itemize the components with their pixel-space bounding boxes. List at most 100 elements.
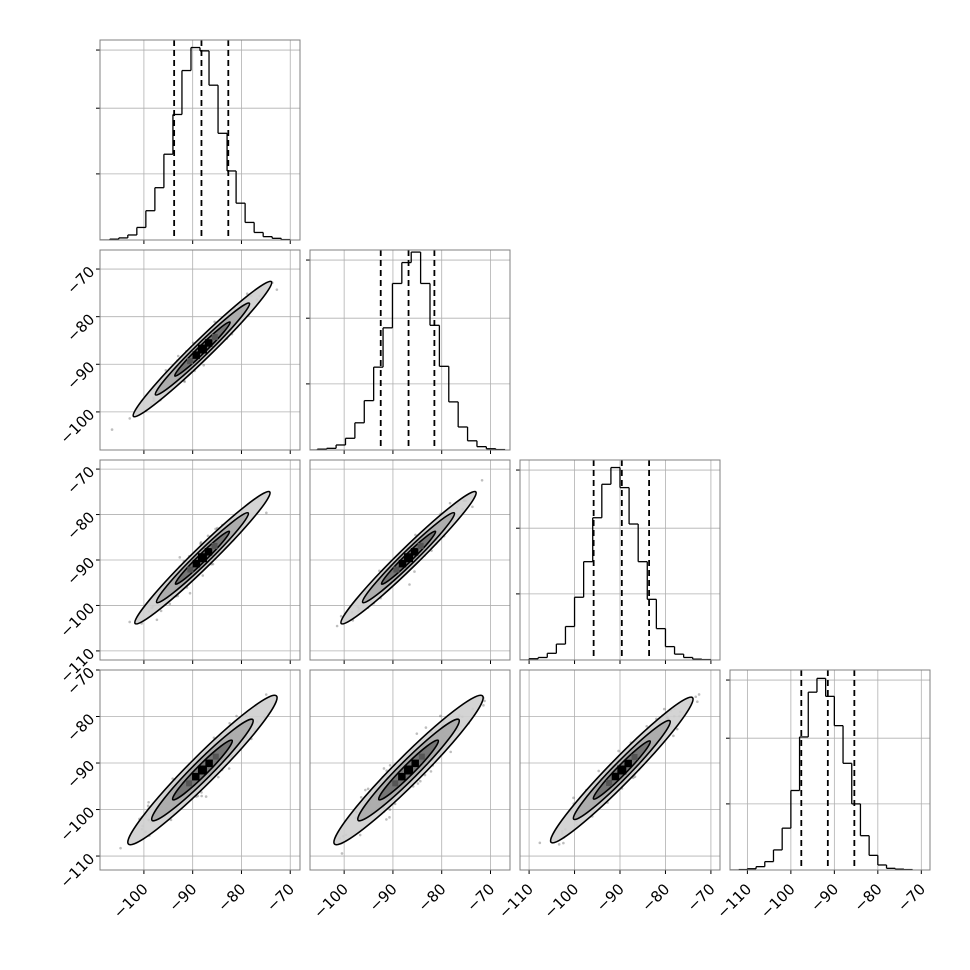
pair-panel-1-0 <box>96 249 301 454</box>
scatter-point <box>366 787 370 791</box>
density-peak <box>205 759 213 768</box>
y-tick-label: −80 <box>63 508 98 543</box>
scatter-point <box>424 726 428 729</box>
density-peak <box>192 772 200 781</box>
scatter-point <box>358 833 362 837</box>
density-peak <box>398 559 407 568</box>
x-tick-label: −90 <box>807 880 842 915</box>
scatter-point <box>597 769 600 773</box>
density-peak <box>186 780 193 787</box>
scatter-point <box>471 505 474 509</box>
hist-bars-2 <box>520 466 712 660</box>
axes-frame <box>519 669 721 871</box>
scatter-point <box>339 614 343 618</box>
hist-panel-0 <box>96 39 301 244</box>
scatter-point <box>128 417 132 420</box>
density-peak <box>631 753 638 760</box>
scatter-point <box>188 591 192 595</box>
scatter-point <box>228 721 231 725</box>
axes-frame <box>519 459 721 661</box>
density-peak <box>204 548 213 556</box>
density-peak <box>404 553 414 563</box>
scatter-point <box>364 788 367 792</box>
scatter-point <box>214 527 217 531</box>
scatter-point <box>183 380 186 384</box>
scatter-point <box>662 707 666 711</box>
density-peak <box>392 780 399 787</box>
hist-panel-1 <box>306 249 511 454</box>
scatter-point <box>235 714 238 718</box>
scatter-point <box>146 804 150 808</box>
density-peak <box>204 339 213 347</box>
x-tick-label: −90 <box>366 880 401 915</box>
density-peak <box>197 344 207 354</box>
axes-frame <box>99 669 301 871</box>
density-peak <box>611 772 620 781</box>
y-tick-label: −80 <box>63 310 98 345</box>
density-peak <box>187 566 194 573</box>
scatter-point <box>202 363 206 367</box>
scatter-point <box>213 320 216 324</box>
x-tick-label: −70 <box>894 880 929 915</box>
hist-bars-0 <box>100 46 291 240</box>
scatter-point <box>413 570 416 573</box>
scatter-point <box>340 852 344 855</box>
scatter-point <box>429 770 433 773</box>
density-peak <box>411 759 419 768</box>
scatter-point <box>408 583 411 586</box>
x-tick-label: −100 <box>541 880 583 922</box>
pair-panel-3-1 <box>309 669 511 874</box>
y-tick-label: −70 <box>63 463 98 498</box>
density-peak <box>211 333 218 340</box>
scatter-point <box>171 777 174 780</box>
scatter-point <box>359 795 363 799</box>
pair-panel-3-2 <box>519 669 721 874</box>
axes-frame <box>309 669 511 871</box>
scatter-group <box>128 490 271 625</box>
density-peak <box>197 765 207 775</box>
scatter-point <box>159 609 163 613</box>
scatter-point <box>557 843 561 846</box>
density-peak <box>197 553 207 563</box>
scatter-point <box>388 763 392 767</box>
scatter-point <box>245 292 249 296</box>
scatter-point <box>439 714 442 718</box>
scatter-point <box>110 428 114 431</box>
axes-frame <box>309 249 511 451</box>
scatter-point <box>211 562 215 566</box>
scatter-point <box>562 841 565 845</box>
scatter-point <box>672 734 675 738</box>
density-peak <box>212 753 219 760</box>
y-tick-label: −90 <box>63 358 98 393</box>
density-peak <box>617 765 627 775</box>
density-peak <box>624 759 632 768</box>
scatter-point <box>449 750 453 754</box>
scatter-point <box>697 693 701 696</box>
scatter-point <box>633 775 637 779</box>
scatter-point <box>196 794 200 798</box>
hist-panel-3 <box>726 669 931 874</box>
scatter-point <box>176 354 180 358</box>
scatter-point <box>178 556 182 559</box>
pair-panel-3-0 <box>96 669 301 874</box>
density-peak <box>192 559 201 568</box>
scatter-point <box>200 794 203 798</box>
axes-frame <box>99 459 301 661</box>
scatter-group <box>335 479 484 628</box>
pair-panel-2-1 <box>309 459 511 664</box>
y-tick-label: −100 <box>57 406 99 448</box>
scatter-group <box>333 694 486 855</box>
density-peak <box>192 351 200 359</box>
x-tick-label: −90 <box>593 880 628 915</box>
scatter-point <box>382 767 386 770</box>
density-peak <box>211 542 218 549</box>
scatter-point <box>416 782 420 785</box>
scatter-point <box>204 795 208 798</box>
y-tick-label: −90 <box>63 554 98 589</box>
scatter-point <box>119 846 122 850</box>
scatter-point <box>415 732 419 735</box>
x-tick-label: −70 <box>263 880 298 915</box>
scatter-group <box>119 693 278 850</box>
y-tick-label: −100 <box>57 599 99 641</box>
scatter-point <box>419 779 422 783</box>
